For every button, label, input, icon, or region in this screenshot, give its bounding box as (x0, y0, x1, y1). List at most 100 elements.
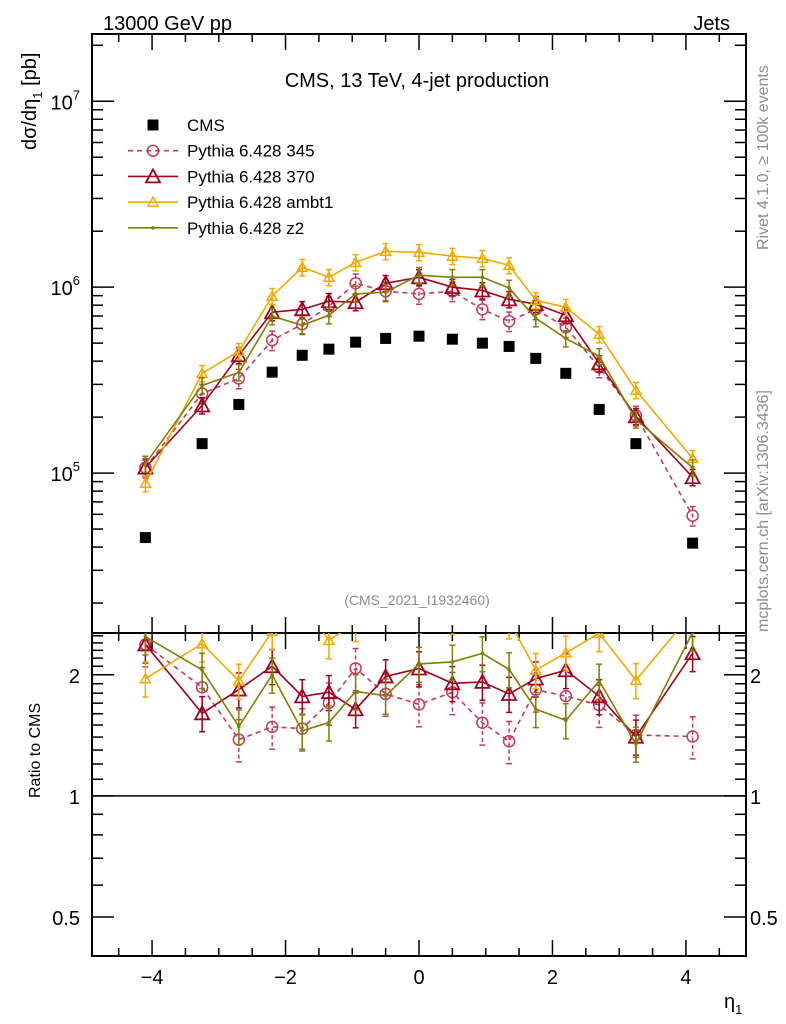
triangle-marker (320, 683, 338, 700)
ratio-series-3 (142, 633, 696, 763)
triangle-marker (297, 600, 307, 609)
dot-marker (597, 354, 601, 359)
triangle-marker (529, 663, 543, 675)
circle-marker (146, 144, 160, 157)
cms-point (530, 352, 542, 364)
triangle-marker (559, 300, 573, 312)
cms-point (323, 343, 335, 355)
dot-marker (327, 720, 331, 725)
triangle-marker (504, 615, 514, 624)
square-marker (446, 333, 458, 345)
square-marker (266, 366, 278, 378)
triangle-marker (590, 687, 608, 704)
triangle-marker (557, 661, 575, 678)
square-marker (296, 349, 308, 361)
legend-label: Pythia 6.428 345 (187, 142, 315, 161)
series-0 (139, 273, 699, 527)
triangle-marker (477, 607, 487, 616)
legend-item: Pythia 6.428 345 (128, 142, 315, 161)
dot-marker (564, 718, 568, 723)
dot-marker (507, 667, 511, 672)
dot-marker (597, 679, 601, 683)
triangle-marker (322, 633, 336, 646)
triangle-marker (139, 672, 152, 684)
series-3 (142, 266, 696, 477)
triangle-marker (293, 300, 311, 317)
triangle-marker (443, 278, 461, 295)
dot-marker (480, 651, 485, 656)
dot-marker (417, 662, 421, 666)
square-marker (560, 367, 572, 379)
y-tick-label: 105 (51, 459, 80, 486)
dot-marker (143, 634, 148, 639)
triangle-marker (629, 673, 643, 686)
triangle-marker (347, 700, 365, 717)
circle-marker (559, 689, 573, 703)
ratio-axis-label: Ratio to CMS (27, 703, 44, 798)
triangle-marker (265, 633, 279, 637)
cms-point (196, 438, 208, 450)
square-marker (503, 340, 515, 352)
dot-marker (200, 383, 204, 388)
triangle-marker (195, 637, 209, 649)
x-axis-label: η1 (724, 991, 742, 1017)
dot-marker (417, 273, 421, 277)
triangle-marker (322, 270, 336, 283)
triangle-marker (232, 674, 246, 686)
cms-point (503, 340, 515, 352)
triangle-marker (684, 468, 702, 485)
axes: −4 −2 0 2 4 105 106 107 0.5 0.5 1 1 2 2 (51, 33, 778, 989)
dot-marker (533, 707, 538, 711)
dot-marker (353, 689, 358, 694)
triangle-marker (139, 476, 152, 489)
circle-marker (502, 735, 516, 748)
main-panel (136, 242, 702, 549)
triangle-marker (473, 281, 491, 298)
series-2 (139, 242, 699, 493)
dot-marker (151, 226, 155, 230)
dot-marker (634, 417, 638, 422)
legend-item: Pythia 6.428 370 (128, 167, 315, 186)
triangle-marker (473, 673, 491, 689)
legend-label: Pythia 6.428 ambt1 (187, 193, 333, 212)
triangle-marker (446, 249, 459, 261)
dot-marker (300, 729, 305, 733)
ratio-line (144, 633, 677, 683)
y-tick-label: 107 (51, 87, 80, 114)
legend-item: Pythia 6.428 z2 (128, 219, 304, 238)
legend-label: Pythia 6.428 370 (187, 167, 315, 186)
circle-marker (349, 662, 362, 675)
cms-point (476, 337, 488, 349)
circle-marker (412, 698, 426, 711)
triangle-marker (500, 685, 518, 701)
triangle-marker (347, 293, 365, 310)
triangle-marker (629, 383, 643, 395)
cms-point (350, 336, 362, 348)
dot-marker (237, 724, 241, 729)
triangle-marker (557, 306, 575, 323)
ratio-tick-label-right: 2 (750, 666, 761, 688)
cms-point (233, 398, 245, 410)
mcplots-label: mcplots.cern.ch [arXiv:1306.3436] (755, 390, 772, 632)
cms-point (687, 537, 699, 549)
square-marker (350, 336, 362, 348)
cms-point (266, 366, 278, 378)
y-axis-label: dσ/dη1 [pb] (19, 53, 45, 150)
ratio-line (144, 643, 693, 743)
ratio-tick-label-left: 1 (69, 787, 80, 809)
square-marker (630, 438, 642, 450)
dot-marker (533, 316, 538, 321)
dot-marker (270, 314, 274, 318)
circle-marker (686, 509, 699, 522)
cms-point (296, 349, 308, 361)
square-marker (380, 332, 392, 344)
ratio-tick-label-left: 2 (69, 666, 80, 688)
dot-marker (480, 275, 485, 280)
header-right: Jets (693, 13, 730, 35)
triangle-marker (502, 258, 516, 271)
cms-point (413, 330, 425, 342)
dot-marker (300, 323, 305, 328)
triangle-marker (500, 290, 518, 307)
square-marker (593, 403, 605, 415)
